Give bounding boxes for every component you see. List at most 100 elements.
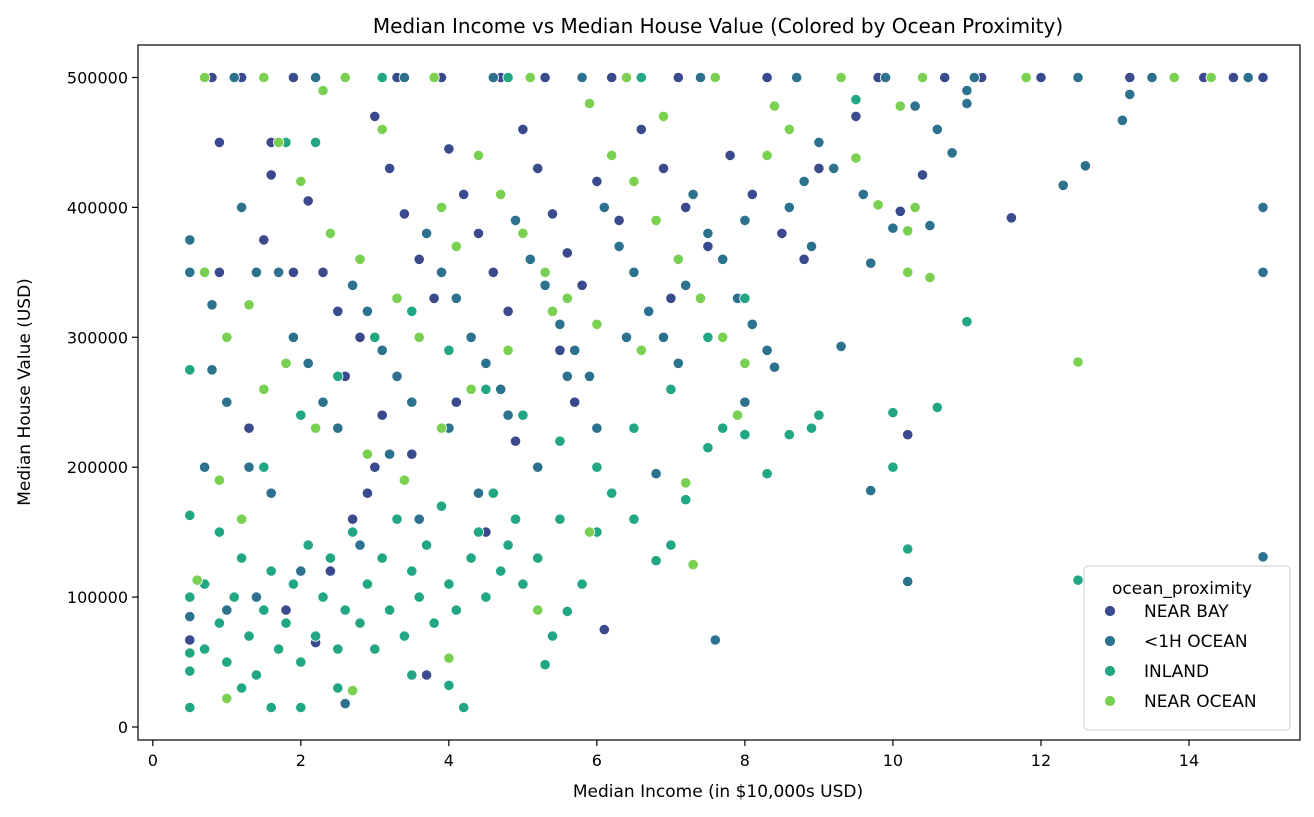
data-point-inland — [287, 578, 299, 590]
data-point-near-bay — [243, 422, 255, 434]
data-point-1h-ocean — [1257, 266, 1269, 278]
data-point-inland — [184, 364, 196, 376]
data-point-inland — [546, 630, 559, 642]
data-point-1h-ocean — [524, 253, 536, 265]
data-point-near-bay — [502, 305, 514, 317]
data-point-near-bay — [517, 123, 529, 135]
data-point-near-ocean — [502, 344, 514, 356]
data-point-1h-ocean — [576, 71, 588, 84]
data-point-near-ocean — [739, 357, 751, 369]
data-point-near-bay — [383, 162, 396, 174]
data-point-near-ocean — [391, 292, 403, 304]
data-point-1h-ocean — [376, 344, 388, 356]
data-point-near-bay — [894, 205, 906, 217]
data-point-inland — [931, 401, 943, 413]
data-point-near-bay — [302, 195, 314, 207]
data-point-1h-ocean — [199, 461, 211, 473]
data-point-near-bay — [746, 188, 758, 200]
data-point-near-ocean — [850, 152, 862, 164]
legend-box — [1083, 565, 1291, 731]
data-point-1h-ocean — [783, 201, 795, 213]
data-point-1h-ocean — [487, 71, 499, 84]
y-tick-label: 0 — [118, 718, 128, 737]
y-tick-label: 400000 — [67, 198, 128, 217]
data-point-inland — [702, 331, 714, 343]
data-point-1h-ocean — [295, 565, 307, 577]
data-point-near-bay — [487, 266, 499, 278]
data-point-inland — [443, 344, 455, 356]
data-point-near-ocean — [783, 123, 795, 135]
data-point-inland — [805, 422, 818, 434]
data-point-near-ocean — [672, 253, 684, 265]
data-point-1h-ocean — [798, 175, 810, 187]
data-point-near-ocean — [213, 474, 225, 486]
data-point-near-ocean — [916, 71, 929, 84]
data-point-inland — [332, 682, 344, 694]
data-point-near-bay — [324, 565, 336, 577]
data-point-1h-ocean — [287, 331, 299, 343]
data-point-near-ocean — [650, 214, 662, 226]
data-point-inland — [487, 487, 499, 499]
data-point-inland — [420, 539, 433, 551]
data-point-1h-ocean — [569, 344, 581, 356]
data-point-1h-ocean — [598, 201, 610, 213]
data-point-near-ocean — [620, 71, 633, 84]
data-point-near-ocean — [1205, 71, 1217, 84]
data-point-inland — [961, 316, 973, 328]
data-point-1h-ocean — [450, 292, 462, 304]
data-point-near-bay — [798, 253, 810, 265]
data-point-near-ocean — [324, 227, 336, 239]
data-point-near-ocean — [687, 558, 699, 571]
y-axis: 0 100000 200000 300000 400000 500000 — [67, 68, 138, 737]
data-point-near-ocean — [361, 448, 373, 460]
data-point-inland — [398, 630, 410, 642]
data-point-near-ocean — [450, 240, 462, 252]
data-point-near-bay — [724, 149, 736, 161]
data-point-near-ocean — [835, 71, 847, 84]
data-point-near-ocean — [495, 188, 507, 200]
data-point-1h-ocean — [502, 409, 514, 421]
data-point-1h-ocean — [717, 253, 729, 265]
data-point-inland — [406, 565, 418, 577]
data-point-inland — [236, 682, 248, 694]
data-point-1h-ocean — [206, 299, 218, 311]
data-point-near-bay — [413, 253, 425, 265]
data-point-near-ocean — [709, 71, 721, 84]
data-point-near-ocean — [309, 422, 322, 434]
data-point-1h-ocean — [924, 220, 936, 232]
data-point-near-ocean — [657, 110, 670, 123]
data-point-inland — [887, 406, 899, 419]
data-point-1h-ocean — [946, 147, 958, 159]
data-point-inland — [739, 429, 751, 441]
data-point-near-ocean — [413, 331, 425, 343]
plot-frame — [137, 44, 1301, 741]
data-point-near-ocean — [398, 474, 410, 486]
data-point-1h-ocean — [361, 305, 373, 317]
data-point-near-bay — [606, 71, 618, 84]
data-point-inland — [502, 71, 514, 84]
data-point-1h-ocean — [465, 331, 477, 343]
data-point-near-ocean — [465, 383, 477, 395]
data-point-inland — [221, 656, 233, 668]
data-point-1h-ocean — [206, 364, 218, 376]
data-point-1h-ocean — [902, 575, 914, 588]
data-point-near-ocean — [1168, 71, 1180, 84]
data-point-near-ocean — [258, 71, 270, 84]
data-point-near-ocean — [635, 344, 647, 356]
data-point-inland — [213, 617, 225, 629]
data-point-1h-ocean — [435, 266, 448, 278]
data-point-inland — [480, 383, 492, 395]
y-tick-label: 500000 — [67, 68, 128, 87]
x-tick-label: 2 — [296, 751, 306, 770]
data-point-inland — [1072, 574, 1084, 586]
x-tick-label: 10 — [883, 751, 903, 770]
data-point-near-ocean — [902, 225, 914, 237]
data-point-near-ocean — [731, 409, 744, 421]
data-point-near-bay — [265, 169, 277, 181]
data-point-inland — [472, 526, 485, 538]
data-point-1h-ocean — [613, 240, 625, 252]
data-point-near-bay — [657, 162, 670, 174]
data-point-near-ocean — [539, 266, 551, 278]
y-tick-label: 300000 — [67, 328, 128, 347]
data-point-inland — [309, 630, 322, 642]
